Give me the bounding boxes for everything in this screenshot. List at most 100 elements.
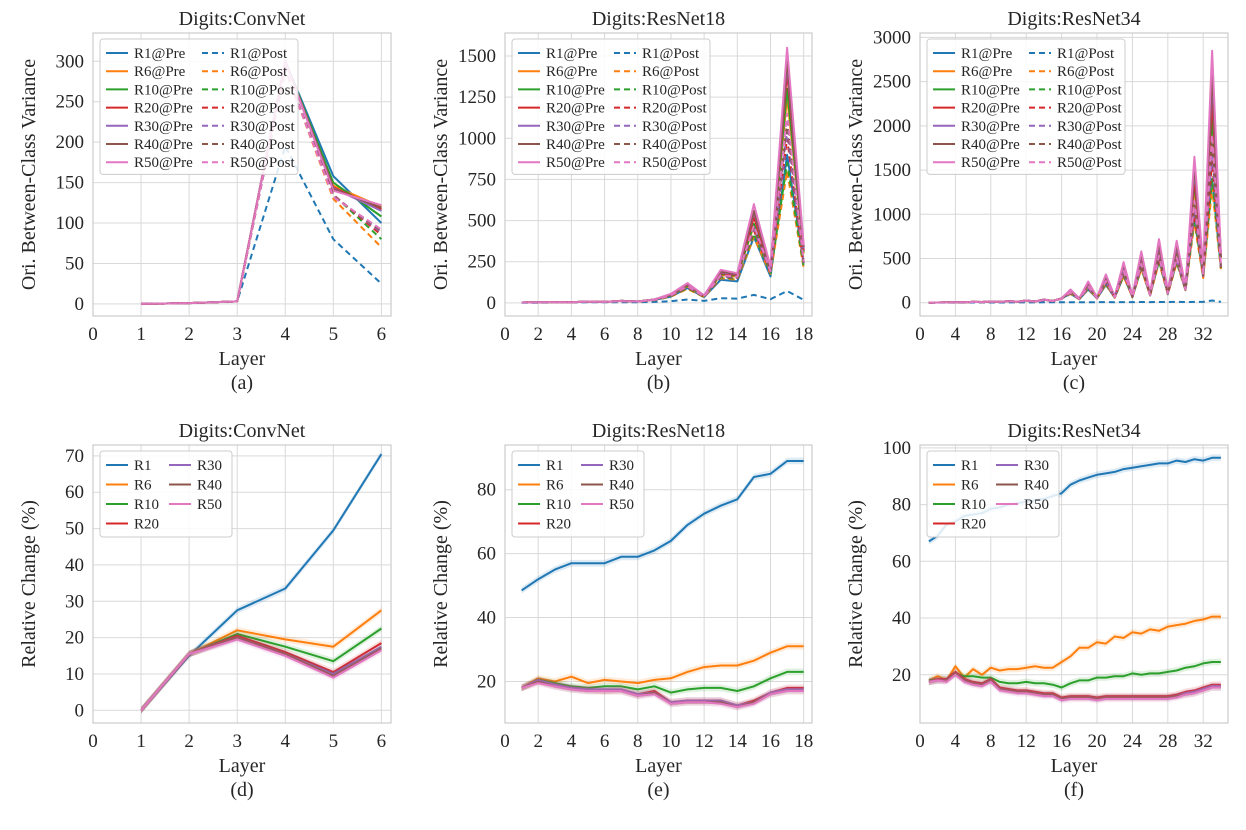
legend-box — [926, 450, 1060, 538]
x-tick-label: 6 — [600, 731, 610, 752]
legend-label: R40@Pre — [134, 137, 193, 153]
x-tick-label: 14 — [728, 731, 748, 752]
x-tick-label: 0 — [88, 324, 98, 345]
plot-frame — [919, 32, 1229, 317]
y-tick-label: 60 — [477, 544, 496, 565]
x-tick-label: 24 — [1123, 731, 1143, 752]
y-tick-label: 40 — [892, 608, 911, 629]
y-tick-label: 2000 — [873, 116, 911, 137]
series-line-R6 — [928, 615, 1221, 682]
y-axis-label: Ori. Between-Class Variance — [845, 59, 867, 290]
x-tick-label: 3 — [232, 324, 242, 345]
y-tick-label: 50 — [65, 253, 84, 274]
legend-label: R40@Post — [230, 137, 295, 153]
y-tick-label: 1500 — [458, 46, 496, 67]
y-axis-label: Relative Change (%) — [430, 500, 452, 668]
legend-label: R40@Post — [642, 137, 707, 153]
series-band-R6 — [521, 643, 804, 692]
legend-label: R6@Post — [230, 64, 288, 80]
chart-title: Digits:ResNet34 — [1007, 8, 1140, 30]
legend-label: R10 — [134, 497, 159, 513]
y-axis-label: Relative Change (%) — [845, 500, 867, 668]
y-tick-label: 250 — [56, 92, 85, 113]
series-band-R30 — [928, 670, 1221, 703]
series-band-R50 — [141, 636, 382, 714]
series-band-R50 — [928, 671, 1221, 704]
series-band-R40 — [141, 634, 382, 714]
y-tick-label: 250 — [468, 252, 497, 273]
x-tick-label: 6 — [377, 324, 387, 345]
x-axis-label: Layer — [635, 348, 682, 370]
y-axis-label: Ori. Between-Class Variance — [18, 59, 40, 290]
y-tick-label: 2500 — [873, 72, 911, 93]
chart-title: Digits:ConvNet — [179, 420, 306, 442]
y-tick-label: 0 — [487, 293, 497, 314]
plot-frame — [919, 444, 1229, 724]
y-tick-label: 80 — [892, 495, 911, 516]
panel-caption: (d) — [230, 779, 253, 801]
legend-label: R1 — [961, 458, 979, 474]
legend-label: R6@Post — [1057, 64, 1115, 80]
x-tick-label: 8 — [633, 324, 643, 345]
x-tick-label: 3 — [232, 731, 242, 752]
y-tick-label: 20 — [477, 671, 496, 692]
legend-label: R50 — [1024, 497, 1049, 513]
series-band-R40 — [928, 670, 1221, 703]
y-tick-label: 70 — [65, 446, 84, 467]
chart-panel-c: 0 4 8 12 16 20 24 28 32 0 500 1000 1500 2000 2500 3000 D… — [845, 8, 1229, 394]
chart-panel-d: 0 1 2 3 4 5 6010203040506070Digits:ConvNetLaye… — [18, 420, 392, 801]
legend-label: R10 — [961, 497, 986, 513]
series-band-R20 — [521, 678, 804, 709]
legend-box — [99, 38, 299, 175]
chart-title: Digits:ResNet34 — [1007, 420, 1140, 442]
x-tick-label: 18 — [794, 324, 813, 345]
x-tick-label: 6 — [377, 731, 387, 752]
legend-label: R10@Pre — [961, 82, 1020, 98]
series-line-R40 — [928, 672, 1221, 700]
y-tick-label: 300 — [56, 51, 85, 72]
legend-label: R10@Post — [1057, 82, 1122, 98]
chart-panel-b: 0 2 4 6 8 10 12 14 16 18 0 250 500 750 1000 1250 1500 Dig… — [430, 8, 813, 394]
x-tick-label: 24 — [1123, 324, 1143, 345]
y-tick-label: 20 — [65, 628, 84, 649]
legend-label: R20@Post — [230, 101, 295, 117]
series-band-R10 — [141, 625, 382, 714]
legend-box — [926, 38, 1126, 175]
series-line-R50 — [521, 682, 804, 708]
x-tick-label: 32 — [1194, 731, 1213, 752]
series-line-R10 — [928, 661, 1221, 689]
y-tick-label: 20 — [892, 665, 911, 686]
x-tick-label: 0 — [500, 731, 510, 752]
x-tick-label: 12 — [1017, 731, 1036, 752]
legend-label: R50@Post — [642, 155, 707, 171]
y-tick-label: 100 — [883, 438, 912, 459]
plot-frame — [504, 32, 813, 317]
x-axis-label: Layer — [1051, 348, 1098, 370]
plot-frame — [504, 444, 813, 724]
legend-label: R1 — [546, 458, 564, 474]
legend-label: R20 — [134, 517, 159, 533]
legend-label: R20@Post — [1057, 101, 1122, 117]
x-tick-label: 0 — [88, 731, 98, 752]
x-tick-label: 0 — [915, 731, 925, 752]
x-tick-label: 6 — [600, 324, 610, 345]
y-tick-label: 0 — [902, 293, 912, 314]
y-tick-label: 150 — [56, 173, 85, 194]
series-line-R50@Post — [928, 133, 1222, 304]
y-tick-label: 1000 — [873, 204, 911, 225]
legend-label: R20 — [546, 517, 571, 533]
legend-label: R6 — [961, 478, 979, 494]
y-tick-label: 1250 — [458, 87, 496, 108]
x-tick-label: 2 — [184, 731, 194, 752]
legend-label: R20@Pre — [961, 101, 1020, 117]
legend-label: R1 — [134, 458, 152, 474]
y-tick-label: 0 — [75, 294, 85, 315]
legend-label: R1@Post — [230, 46, 288, 62]
y-tick-label: 80 — [477, 480, 496, 501]
y-tick-label: 40 — [477, 608, 496, 629]
legend-label: R30@Pre — [134, 119, 193, 135]
x-tick-label: 2 — [533, 324, 543, 345]
series-line-R50@Pre — [928, 49, 1222, 304]
y-tick-label: 1000 — [458, 128, 496, 149]
